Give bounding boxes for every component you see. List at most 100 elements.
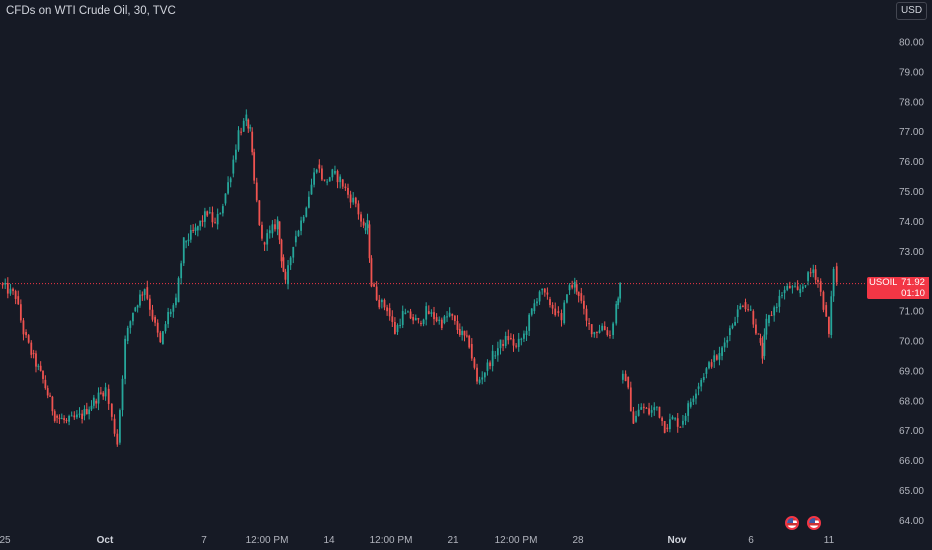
candle-body bbox=[221, 206, 224, 214]
candle-body bbox=[289, 257, 292, 266]
candle-body bbox=[276, 219, 279, 230]
candle-body bbox=[141, 294, 144, 296]
candle-body bbox=[512, 338, 515, 346]
bar-countdown: 01:10 bbox=[901, 288, 925, 299]
candle-body bbox=[590, 324, 593, 335]
time-tick-label: 21 bbox=[447, 535, 459, 546]
candle-body bbox=[832, 268, 835, 297]
candle-body bbox=[573, 281, 576, 288]
candle-body bbox=[310, 184, 313, 195]
candle-body bbox=[199, 220, 202, 227]
price-tick-label: 80.00 bbox=[899, 38, 924, 49]
candle-body bbox=[761, 342, 764, 359]
time-tick-label: 12:00 PM bbox=[246, 535, 289, 546]
candle-body bbox=[46, 388, 49, 396]
candle-body bbox=[804, 285, 807, 287]
price-tick-label: 67.00 bbox=[899, 426, 924, 437]
candle-body bbox=[598, 330, 601, 333]
candle-body bbox=[486, 362, 489, 371]
candle-body bbox=[49, 395, 51, 397]
candle-body bbox=[580, 293, 583, 301]
candle-body bbox=[585, 308, 588, 321]
us-flag-icon[interactable] bbox=[785, 516, 799, 530]
candle-body bbox=[773, 307, 776, 316]
time-tick-label: 6 bbox=[748, 535, 754, 546]
candle-body bbox=[465, 335, 468, 337]
candle-body bbox=[577, 291, 580, 297]
candle-body bbox=[380, 299, 383, 303]
candle-body bbox=[211, 212, 214, 223]
candle-body bbox=[146, 287, 149, 299]
candle-body bbox=[268, 230, 271, 234]
candle-body bbox=[242, 120, 245, 132]
price-tick-label: 77.00 bbox=[899, 127, 924, 138]
candle-body bbox=[172, 305, 175, 312]
candle-body bbox=[768, 315, 770, 324]
currency-button[interactable]: USD bbox=[896, 2, 927, 20]
candle-body bbox=[653, 407, 656, 411]
candle-body bbox=[280, 239, 283, 262]
price-tick-label: 73.00 bbox=[899, 247, 924, 258]
candle-body bbox=[739, 305, 742, 310]
candle-body bbox=[318, 164, 321, 169]
candle-body bbox=[684, 415, 687, 421]
candle-body bbox=[658, 406, 661, 418]
candle-body bbox=[409, 311, 412, 319]
candle-body bbox=[271, 224, 274, 234]
candle-body bbox=[344, 186, 347, 188]
candle-body bbox=[261, 224, 263, 239]
candle-body bbox=[621, 373, 624, 380]
candle-body bbox=[75, 414, 78, 418]
candle-body bbox=[169, 311, 172, 315]
candle-body bbox=[528, 314, 531, 331]
candle-body bbox=[763, 334, 766, 356]
candle-body bbox=[755, 324, 757, 334]
candle-body bbox=[307, 196, 310, 208]
candle-body bbox=[481, 377, 484, 380]
candle-body bbox=[502, 343, 504, 346]
candle-body bbox=[328, 177, 331, 182]
candle-body bbox=[404, 312, 407, 315]
candle-body bbox=[538, 291, 541, 302]
candle-body bbox=[700, 380, 703, 387]
candle-body bbox=[70, 415, 73, 417]
us-flag-icon[interactable] bbox=[807, 516, 821, 530]
price-axis[interactable]: 80.00 79.00 78.00 77.00 76.00 75.00 74.00 73.00… bbox=[899, 38, 924, 527]
candle-body bbox=[757, 333, 760, 335]
candle-body bbox=[251, 131, 254, 153]
candle-body bbox=[629, 387, 632, 412]
candle-body bbox=[742, 305, 744, 307]
candle-body bbox=[407, 311, 409, 313]
candle-body bbox=[747, 309, 750, 311]
candle-body bbox=[124, 338, 127, 379]
candle-body bbox=[78, 413, 81, 415]
candle-body bbox=[44, 379, 47, 389]
candle-body bbox=[63, 418, 66, 420]
candle-body bbox=[214, 222, 216, 224]
candle-body bbox=[483, 372, 486, 378]
candle-body bbox=[612, 323, 614, 336]
candle-body bbox=[809, 272, 812, 274]
candle-body bbox=[321, 168, 323, 180]
candle-body bbox=[726, 340, 729, 343]
candle-body bbox=[744, 302, 747, 310]
candle-body bbox=[391, 316, 394, 322]
candle-body bbox=[778, 295, 781, 307]
candle-body bbox=[470, 343, 473, 359]
candle-body bbox=[167, 312, 170, 325]
price-tick-label: 76.00 bbox=[899, 157, 924, 168]
candle-body bbox=[835, 266, 838, 283]
candle-body bbox=[203, 211, 206, 222]
candle-body bbox=[645, 407, 648, 409]
candle-body bbox=[557, 311, 560, 314]
candle-body bbox=[136, 305, 139, 308]
candle-body bbox=[438, 319, 441, 322]
candle-body bbox=[425, 306, 428, 320]
candle-body bbox=[759, 338, 762, 343]
candle-body bbox=[14, 291, 17, 299]
time-axis[interactable]: 25 Oct 7 12:00 PM 14 12:00 PM 21 12:00 PM 28 Nov 6… bbox=[0, 535, 835, 546]
candle-body bbox=[6, 282, 9, 294]
candle-body bbox=[575, 284, 578, 292]
